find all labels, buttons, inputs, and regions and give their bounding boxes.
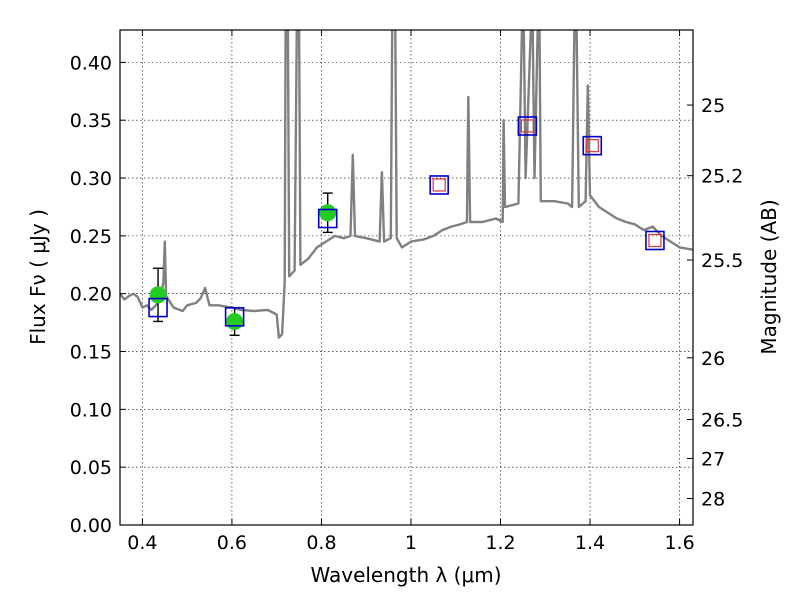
y-tick-label: 0.35 [70, 110, 112, 132]
mag-tick-label: 28 [701, 489, 725, 511]
model-box [582, 135, 603, 156]
y2-axis-label: Magnitude (AB) [757, 199, 781, 354]
observed-point [226, 312, 244, 330]
x-tick-label: 0.6 [217, 532, 247, 554]
spectrum-line [120, 30, 693, 339]
predicted-box [432, 178, 446, 192]
axis-ticks: 0.4 0.6 0.8 1 1.2 1.4 1.6 0.00 0.05 0.10 0.15 0.20 0… [70, 30, 743, 554]
x-axis-label: Wavelength λ (μm) [310, 563, 501, 587]
y-tick-label: 0.20 [70, 284, 112, 306]
predicted-box [585, 139, 599, 153]
x-tick-label: 0.4 [127, 532, 157, 554]
observed-point [319, 204, 337, 222]
predicted-box [520, 119, 534, 133]
y-tick-label: 0.10 [70, 399, 112, 421]
y-tick-label: 0.15 [70, 342, 112, 364]
mag-tick-label: 27 [701, 448, 725, 470]
x-tick-label: 1.4 [575, 532, 605, 554]
model-box [317, 208, 338, 229]
model-box [148, 297, 168, 318]
model-box [517, 116, 538, 136]
y-tick-label: 0.30 [70, 168, 112, 190]
predicted-box [648, 233, 662, 248]
x-tick-label: 1.2 [485, 532, 515, 554]
mag-tick-label: 25.2 [701, 166, 743, 188]
x-tick-label: 1 [405, 532, 417, 554]
y-tick-label: 0.05 [70, 457, 112, 479]
y-tick-label: 0.40 [70, 52, 112, 74]
plot-data [120, 30, 693, 339]
model-box [224, 307, 245, 327]
mag-tick-label: 25 [701, 95, 725, 117]
y-tick-label: 0.00 [70, 515, 112, 537]
model-box [429, 175, 449, 195]
x-tick-label: 0.8 [306, 532, 336, 554]
mag-tick-label: 26 [701, 348, 725, 370]
y-axis-label: Flux Fν ( μJy ) [26, 209, 50, 345]
plot-frame [119, 29, 694, 526]
mag-tick-label: 25.5 [701, 250, 743, 272]
observed-point [149, 286, 167, 304]
model-box [645, 230, 665, 251]
x-tick-label: 1.6 [664, 532, 694, 554]
mag-tick-label: 26.5 [701, 410, 743, 432]
plot-markers [148, 116, 665, 337]
y-tick-label: 0.25 [70, 226, 112, 248]
